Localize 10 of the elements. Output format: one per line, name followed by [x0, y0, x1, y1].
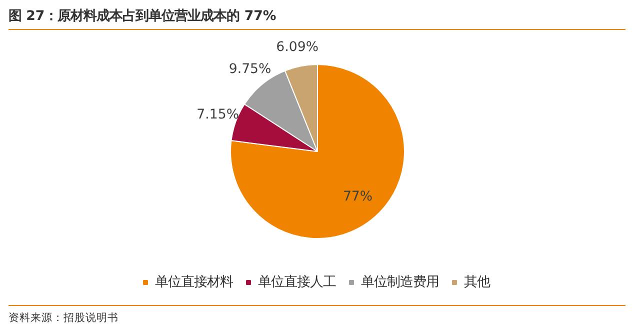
legend-label: 单位制造费用	[361, 274, 439, 291]
legend-label: 单位直接材料	[155, 274, 233, 291]
legend-label: 单位直接人工	[258, 274, 336, 291]
data-label: 9.75%	[228, 62, 272, 78]
data-label: 7.15%	[196, 108, 239, 123]
chart-title: 图 27：原材料成本占到单位营业成本的 77%	[8, 8, 276, 24]
data-label: 6.09%	[276, 40, 318, 55]
legend-label: 其他	[464, 274, 490, 291]
text: 资料来源：招股说明书	[8, 311, 118, 324]
data-label: 77%	[342, 190, 373, 205]
